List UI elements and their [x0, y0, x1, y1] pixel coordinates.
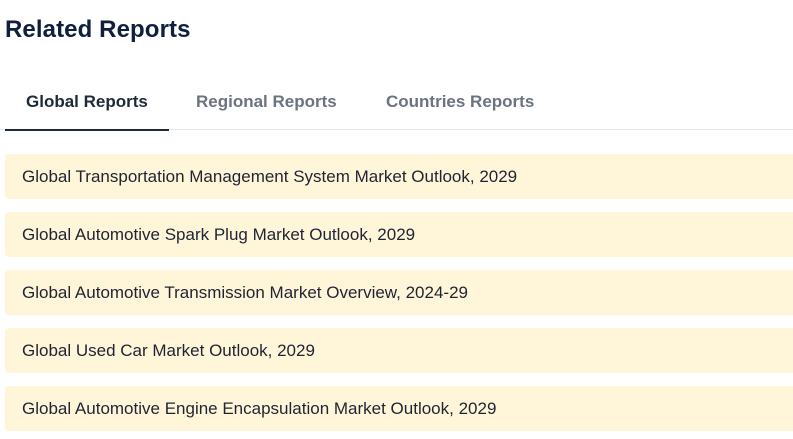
- tab-regional-reports[interactable]: Regional Reports: [196, 92, 337, 111]
- section-title: Related Reports: [5, 16, 191, 43]
- report-link-engine-encapsulation[interactable]: Global Automotive Engine Encapsulation M…: [5, 386, 793, 431]
- report-tabs: Global Reports Regional Reports Countrie…: [0, 74, 793, 131]
- report-link-transmission[interactable]: Global Automotive Transmission Market Ov…: [5, 270, 793, 315]
- report-link-transportation-management[interactable]: Global Transportation Management System …: [5, 154, 793, 199]
- tab-countries-reports[interactable]: Countries Reports: [386, 92, 535, 111]
- report-link-spark-plug[interactable]: Global Automotive Spark Plug Market Outl…: [5, 212, 793, 257]
- report-list: Global Transportation Management System …: [5, 154, 793, 439]
- tab-global-reports[interactable]: Global Reports: [5, 74, 169, 131]
- report-link-used-car[interactable]: Global Used Car Market Outlook, 2029: [5, 328, 793, 373]
